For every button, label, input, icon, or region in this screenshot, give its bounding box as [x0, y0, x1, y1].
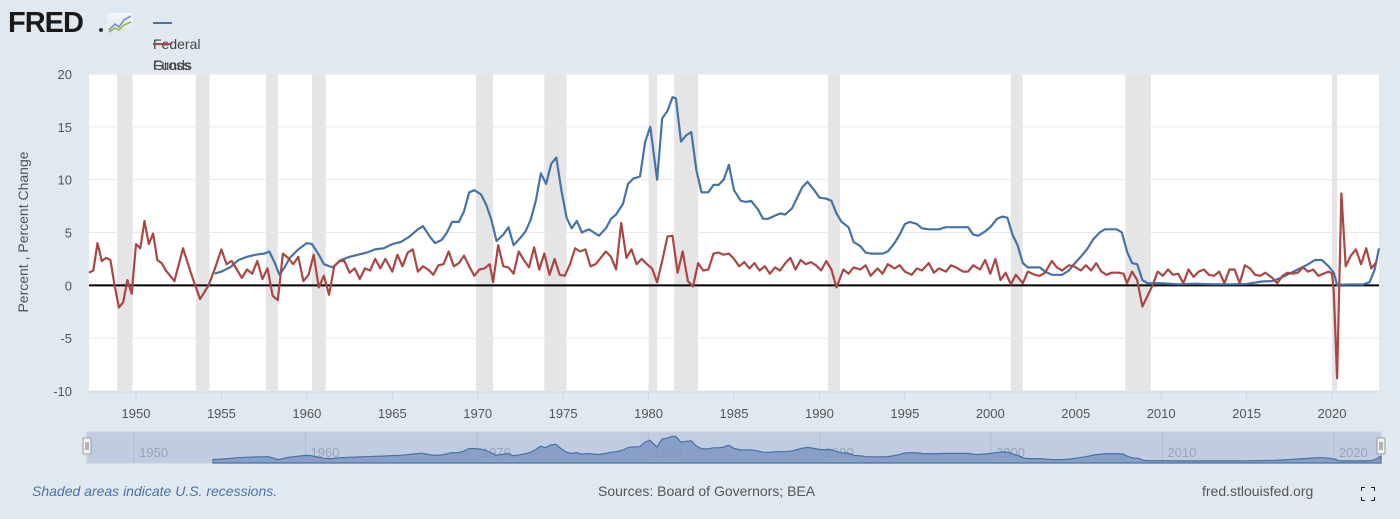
legend-swatch-ffr	[153, 22, 172, 25]
navigator-handle-left[interactable]	[82, 437, 92, 455]
handle-body[interactable]	[1376, 437, 1386, 455]
fred-graph-icon	[107, 13, 133, 35]
series-line-gdp	[88, 192, 1378, 380]
navigator-handle-right[interactable]	[1376, 437, 1386, 455]
x-tick-label: 2000	[976, 406, 1005, 421]
fullscreen-icon[interactable]	[1360, 486, 1376, 502]
x-tick-label: 1950	[122, 406, 151, 421]
x-tick-label: 1980	[634, 406, 663, 421]
site-link[interactable]: fred.stlouisfed.org	[1202, 483, 1314, 499]
navigator-tick-label: 2020	[1339, 445, 1368, 460]
x-tick-label: 2020	[1318, 406, 1347, 421]
y-tick-label: -5	[60, 331, 72, 346]
y-tick-label: 10	[58, 173, 72, 188]
grid-lines	[89, 73, 1379, 393]
range-navigator[interactable]: 19501960197019801990200020102020	[82, 431, 1386, 464]
recession-note: Shaded areas indicate U.S. recessions.	[32, 483, 278, 499]
navigator-tick-label: 2010	[1167, 445, 1196, 460]
x-tick-label: 2015	[1232, 406, 1261, 421]
y-tick-label: -10	[53, 384, 72, 399]
navigator-tick-label: 1960	[311, 445, 340, 460]
logo-registered-mark	[99, 28, 103, 32]
fred-logo[interactable]: FRED	[8, 7, 84, 39]
y-tick-label: 5	[65, 226, 72, 241]
x-tick-label: 1960	[292, 406, 321, 421]
x-axis-ticks: 1950 1955 1960 1965 1970 1975 1980 1985 1990 1995…	[122, 392, 1347, 421]
x-tick-label: 2010	[1147, 406, 1176, 421]
x-tick-label: 2005	[1061, 406, 1090, 421]
y-tick-label: 15	[58, 120, 72, 135]
x-tick-label: 1990	[805, 406, 834, 421]
y-axis-ticks: -10 -5 0 5 10 15 20	[53, 67, 72, 399]
handle-body[interactable]	[82, 437, 92, 455]
x-tick-label: 1965	[378, 406, 407, 421]
sources-text: Sources: Board of Governors; BEA	[598, 483, 816, 499]
legend-swatch-gdp	[153, 43, 172, 46]
navigator-series-area	[212, 435, 1382, 464]
y-tick-label: 20	[58, 67, 72, 82]
x-tick-label: 1975	[549, 406, 578, 421]
navigator-tick-label: 1950	[139, 445, 168, 460]
y-tick-label: 0	[65, 278, 72, 293]
x-tick-label: 1995	[890, 406, 919, 421]
x-tick-label: 1955	[207, 406, 236, 421]
x-tick-label: 1985	[720, 406, 749, 421]
series-line-federal-funds-rate	[214, 96, 1381, 286]
x-tick-label: 1970	[463, 406, 492, 421]
series-lines	[88, 96, 1381, 380]
